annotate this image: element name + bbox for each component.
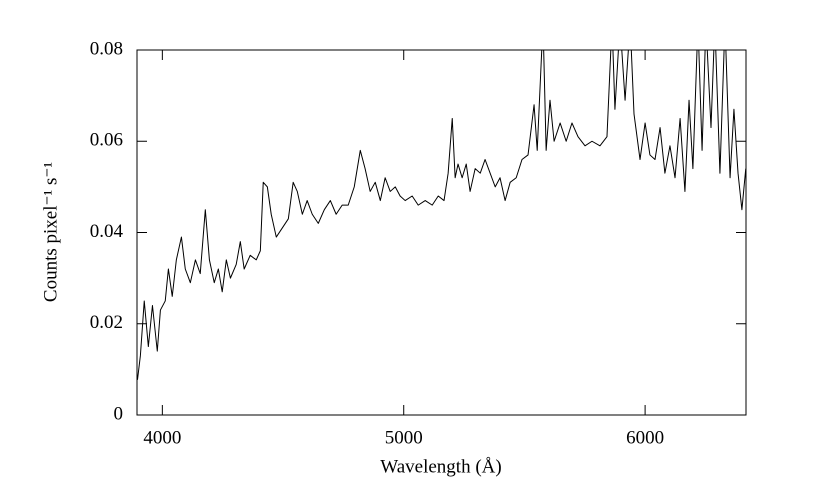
y-tick-label: 0 bbox=[114, 403, 124, 424]
x-tick-label: 4000 bbox=[143, 427, 181, 448]
y-axis-label: Counts pixel⁻¹ s⁻¹ bbox=[40, 162, 61, 302]
y-tick-label: 0.04 bbox=[90, 221, 124, 242]
x-tick-label: 5000 bbox=[385, 427, 423, 448]
y-tick-label: 0.02 bbox=[90, 312, 123, 333]
y-tick-label: 0.08 bbox=[90, 38, 123, 59]
x-axis-label: Wavelength (Å) bbox=[380, 456, 501, 477]
y-tick-label: 0.06 bbox=[90, 130, 123, 151]
x-tick-label: 6000 bbox=[626, 427, 664, 448]
spectrum-line bbox=[137, 50, 746, 380]
plot-frame bbox=[136, 49, 747, 416]
